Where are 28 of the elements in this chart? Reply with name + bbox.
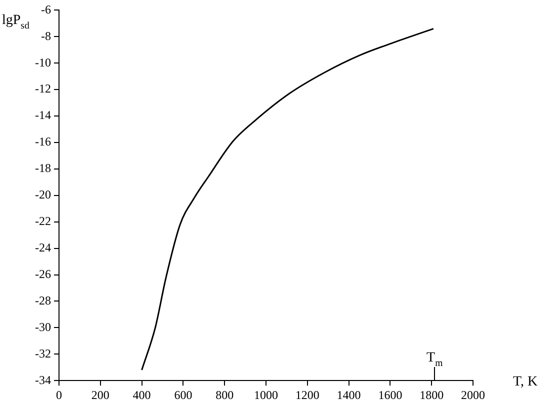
y-tick-label: -10 bbox=[34, 55, 51, 70]
x-tick-label: 1200 bbox=[295, 388, 320, 402]
y-tick-label: -26 bbox=[34, 266, 51, 281]
x-axis-title: T, K bbox=[513, 374, 538, 390]
x-tick-label: 400 bbox=[132, 388, 151, 402]
x-tick-label: 1400 bbox=[336, 388, 361, 402]
y-tick-label: -16 bbox=[34, 134, 51, 149]
x-tick-label: 1800 bbox=[420, 388, 444, 402]
y-tick-label: -6 bbox=[40, 2, 51, 16]
x-tick-label: 800 bbox=[216, 388, 234, 402]
y-tick-label: -22 bbox=[34, 214, 51, 228]
x-tick-label: 600 bbox=[174, 388, 192, 402]
x-tick-label: 0 bbox=[56, 388, 62, 402]
line-series bbox=[141, 28, 434, 371]
x-tick-label: 2000 bbox=[461, 388, 485, 402]
y-tick-label: -8 bbox=[40, 28, 51, 43]
y-tick-label: -32 bbox=[34, 346, 51, 360]
x-tick-label: 1000 bbox=[254, 388, 278, 402]
y-tick-label: -30 bbox=[34, 320, 51, 334]
x-tick-label: 1600 bbox=[378, 388, 402, 402]
y-tick-label: -20 bbox=[34, 188, 51, 202]
y-tick-label: -14 bbox=[34, 108, 51, 122]
y-tick-label: -24 bbox=[34, 240, 51, 254]
y-tick-label: -34 bbox=[34, 372, 51, 387]
x-tick-label: 200 bbox=[91, 388, 110, 402]
y-tick-label: -28 bbox=[34, 293, 51, 308]
y-tick-label: -12 bbox=[34, 82, 51, 96]
y-tick-label: -18 bbox=[34, 161, 51, 176]
